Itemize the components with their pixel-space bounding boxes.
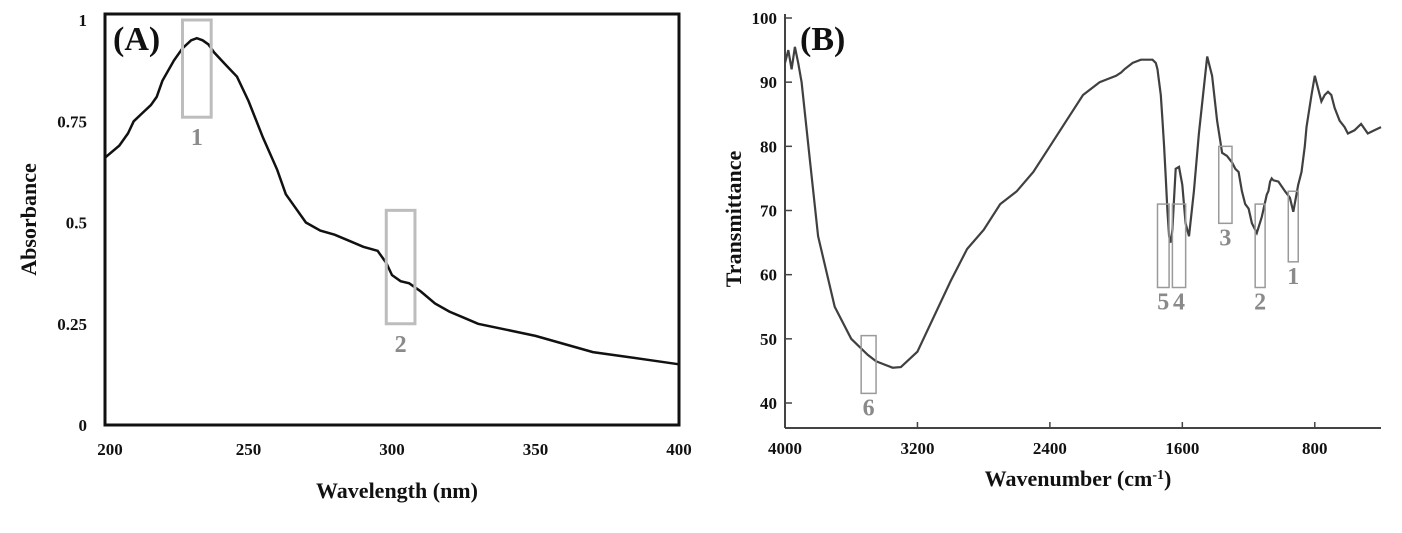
panel-b-x-tick-label: 800 [1302,439,1328,458]
panel-b-label: (B) [800,21,845,58]
panel-a-y-ticks: 0 0.25 0.5 0.75 1 [57,11,87,435]
panel-b-annotation-box [1254,203,1266,289]
panel-a-annotation-box [384,208,417,326]
panel-b-annotations: 12 3 45 6 [860,145,1299,421]
panel-b-y-tick-label: 50 [760,330,777,349]
panel-b-y-axis-label: Transmittance [721,151,746,288]
panel-b-annotation-label: 3 [1219,225,1231,251]
panel-a-y-tick-label: 0 [79,416,88,435]
panel-a-x-tick-label: 300 [379,440,405,459]
panel-b-annotation-box [1287,190,1299,263]
panel-a-absorbance-line [104,36,680,366]
panel-b-annotation-label: 6 [863,395,875,421]
panel-b-y-tick-label: 90 [760,73,777,92]
panel-a-x-tick-label: 200 [97,440,123,459]
panel-b-annotation-box [1171,203,1187,289]
panel-a-annotation-label: 1 [191,125,203,151]
panel-b-annotation-label: 4 [1173,290,1185,316]
panel-b-x-tick-label: 2400 [1033,439,1067,458]
panel-b-y-tick-label: 40 [760,394,777,413]
panel-b-transmittance-line [783,46,1382,369]
panel-b-y-tick-label: 70 [760,202,777,221]
panel-a-y-tick-label: 0.5 [66,214,87,233]
panel-b-transmittance-chart: 40 50 60 70 80 90 100 4000 3200 2400 1600 800 12 3 4… [721,9,1382,491]
panel-a-y-tick-label: 1 [79,11,88,30]
panel-b-annotation-box [860,334,877,395]
panel-a-annotation-label: 2 [395,332,407,358]
panel-a-annotations: 12 [180,18,417,358]
panel-a-x-tick-label: 350 [523,440,549,459]
panel-b-x-tick-label: 1600 [1165,439,1199,458]
panel-b-annotation-label: 5 [1157,290,1169,316]
panel-b-x-tick-label: 3200 [900,439,934,458]
panel-b-y-ticks: 40 50 60 70 80 90 100 [752,9,792,413]
panel-a-label: (A) [113,21,160,58]
panel-b-x-axis-label-end: ) [1164,466,1171,491]
panel-a-x-tick-label: 400 [666,440,692,459]
panel-b-annotation-box [1156,203,1170,289]
panel-a-y-tick-label: 0.75 [57,112,87,131]
panel-a-annotation-box [180,18,213,119]
panel-b-x-tick-label: 4000 [768,439,802,458]
panel-a-y-axis-label: Absorbance [16,163,41,276]
panel-b-x-axis-label-main: Wavenumber (cm [985,466,1153,491]
panel-b-x-axis-label-superscript: -1 [1152,468,1164,483]
panel-a-x-ticks: 200 250 300 350 400 [97,440,692,459]
panel-b-x-axis-label: Wavenumber (cm-1) [985,466,1172,491]
panel-b-annotation-label: 1 [1287,264,1299,290]
panel-a-y-tick-label: 0.25 [57,315,87,334]
panel-a-absorbance-chart: 00.250.50.751 200 250 300 350 400 12 (A) Wav… [16,11,692,503]
panel-b-y-tick-label: 80 [760,137,777,156]
panel-b-annotation-box [1218,145,1233,225]
panel-b-x-ticks: 4000 3200 2400 1600 800 [768,422,1328,458]
panel-a-x-tick-label: 250 [236,440,262,459]
panel-a-plot-frame [103,12,681,427]
panel-b-annotation-label: 2 [1254,290,1266,316]
panel-b-y-tick-label: 100 [752,9,778,28]
panel-b-y-tick-label: 60 [760,266,777,285]
panel-a-x-axis-label: Wavelength (nm) [316,478,478,503]
